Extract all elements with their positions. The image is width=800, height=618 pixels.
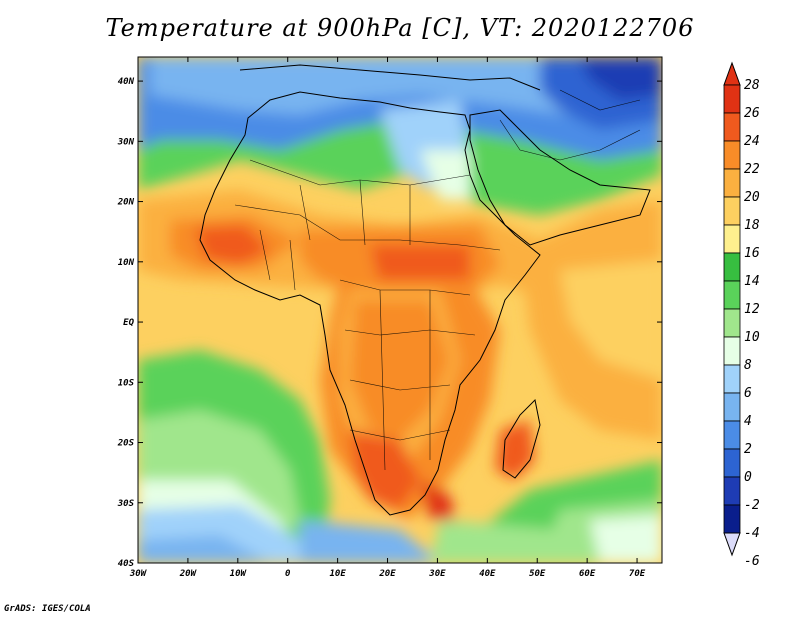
colorbar-label: 26	[744, 106, 760, 121]
colorbar-swatch	[723, 476, 741, 506]
y-tick-label: 30N	[117, 137, 135, 147]
y-tick-label: 30S	[117, 499, 135, 509]
x-tick-label: 70E	[629, 569, 646, 579]
temperature-field	[138, 57, 662, 563]
colorbar-label: 24	[744, 134, 760, 149]
country-borders	[234, 89, 641, 471]
colorbar-label: 14	[744, 274, 760, 289]
colorbar-swatch	[723, 364, 741, 394]
colorbar-label: 22	[744, 162, 760, 177]
colorbar-label: 12	[744, 302, 760, 317]
colorbar-swatch	[723, 308, 741, 338]
colorbar-swatch	[723, 392, 741, 422]
x-tick-label: 10E	[329, 569, 346, 579]
colorbar-swatch	[723, 224, 741, 254]
y-tick-label: 40N	[118, 77, 135, 87]
colorbar-label: -4	[744, 526, 760, 541]
y-axis: 40N 30N 20N 10N EQ 10S 20S 30S 40S	[117, 77, 662, 569]
colorbar-label: 4	[744, 414, 752, 429]
x-tick-label: 50E	[529, 569, 546, 579]
colorbar-swatch	[723, 420, 741, 450]
colorbar-label: 2	[744, 442, 752, 457]
y-tick-label: 40S	[118, 559, 135, 569]
colorbar-swatch	[723, 280, 741, 310]
colorbar-label: 0	[744, 470, 752, 485]
x-tick-label: 30W	[129, 569, 148, 579]
colorbar-swatch	[723, 84, 741, 114]
colorbar-label: 28	[744, 78, 760, 93]
colorbar-label: -6	[744, 554, 760, 569]
y-tick-label: 20S	[117, 439, 135, 449]
x-tick-label: 60E	[579, 569, 596, 579]
colorbar-swatch	[723, 196, 741, 226]
colorbar-swatch	[723, 168, 741, 198]
colorbar-label: 8	[744, 358, 752, 373]
coastlines	[199, 64, 651, 516]
colorbar-label: 20	[744, 190, 760, 205]
colorbar-label: 16	[744, 246, 760, 261]
x-tick-label: 0	[285, 569, 291, 579]
colorbar-label: 18	[744, 218, 760, 233]
x-tick-label: 40E	[479, 569, 496, 579]
y-tick-label: 10N	[118, 258, 135, 268]
colorbar-label: 10	[744, 330, 760, 345]
colorbar-label: 6	[744, 386, 752, 401]
colorbar-swatch	[723, 140, 741, 170]
x-tick-label: 20W	[179, 569, 198, 579]
colorbar-swatch	[723, 504, 741, 534]
colorbar-label: -2	[744, 498, 760, 513]
x-axis: 30W 20W 10W 0 10E 20E 30E 40E 50E 60E 70E	[129, 57, 646, 579]
map-title: Temperature at 900hPa [C], VT: 202012270…	[105, 14, 695, 42]
colorbar-bottom-arrow	[723, 532, 741, 557]
x-tick-label: 20E	[378, 569, 396, 579]
colorbar-swatch	[723, 336, 741, 366]
y-tick-label: EQ	[123, 318, 134, 328]
colorbar-swatch	[723, 448, 741, 478]
x-tick-label: 30E	[428, 569, 446, 579]
colorbar-top-arrow	[723, 61, 741, 86]
colorbar-swatch	[723, 252, 741, 282]
grads-credit: GrADS: IGES/COLA	[4, 604, 91, 614]
y-tick-label: 10S	[118, 378, 135, 388]
x-tick-label: 10W	[230, 569, 248, 579]
y-tick-label: 20N	[117, 198, 135, 208]
colorbar-swatch	[723, 112, 741, 142]
